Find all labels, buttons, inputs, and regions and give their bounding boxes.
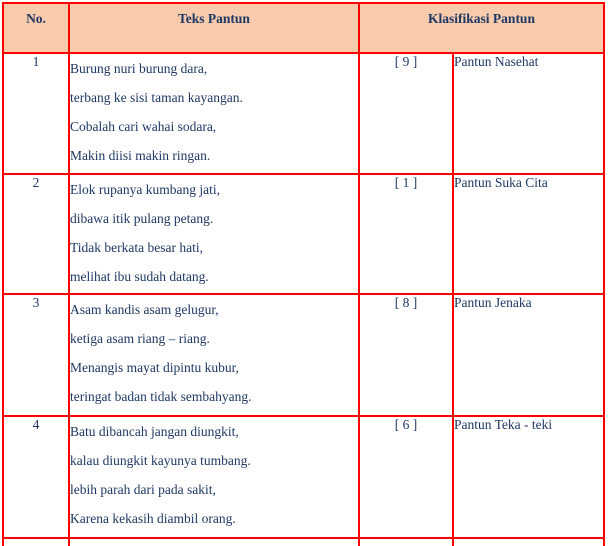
pantun-line: teringat badan tidak sembahyang. <box>70 389 252 404</box>
pantun-line: terbang ke sisi taman kayangan. <box>70 90 243 105</box>
pantun-line: Cobalah cari wahai sodara, <box>70 119 217 134</box>
pantun-line: Tidak berkata besar hati, <box>70 240 203 255</box>
pantun-text-cell: Elok rupanya kumbang jati, dibawa itik p… <box>68 173 360 295</box>
pantun-line: ketiga asam riang – riang. <box>70 331 210 346</box>
pantun-line: Asam kandis asam gelugur, <box>70 302 219 317</box>
classification-cell: Pantun Suka Cita <box>452 173 605 295</box>
row-number-cell <box>2 537 70 546</box>
column-header-no: No. <box>2 2 70 54</box>
pantun-line: Elok rupanya kumbang jati, <box>70 182 220 197</box>
answer-number-cell: [ 9 ] <box>358 52 454 175</box>
pantun-line: Karena kekasih diambil orang. <box>70 511 236 526</box>
row-number-cell: 4 <box>2 415 70 539</box>
pantun-text-cell <box>68 537 360 546</box>
pantun-line: kalau diungkit kayunya tumbang. <box>70 453 251 468</box>
table-row: 1 Burung nuri burung dara, terbang ke si… <box>2 52 605 175</box>
pantun-line: Makin diisi makin ringan. <box>70 148 211 163</box>
pantun-line: Burung nuri burung dara, <box>70 61 208 76</box>
answer-number-cell <box>358 537 454 546</box>
classification-cell <box>452 537 605 546</box>
answer-number-cell: [ 8 ] <box>358 293 454 417</box>
answer-number-cell: [ 1 ] <box>358 173 454 295</box>
classification-cell: Pantun Nasehat <box>452 52 605 175</box>
pantun-line: dibawa itik pulang petang. <box>70 211 214 226</box>
pantun-line: Menangis mayat dipintu kubur, <box>70 360 239 375</box>
classification-cell: Pantun Teka - teki <box>452 415 605 539</box>
table-row: 4 Batu dibancah jangan diungkit, kalau d… <box>2 415 605 539</box>
pantun-line: lebih parah dari pada sakit, <box>70 482 216 497</box>
pantun-line: Batu dibancah jangan diungkit, <box>70 424 239 439</box>
classification-cell: Pantun Jenaka <box>452 293 605 417</box>
column-header-klasifikasi-pantun: Klasifikasi Pantun <box>358 2 605 54</box>
pantun-text-cell: Burung nuri burung dara, terbang ke sisi… <box>68 52 360 175</box>
table-row: 2 Elok rupanya kumbang jati, dibawa itik… <box>2 173 605 295</box>
answer-number-cell: [ 6 ] <box>358 415 454 539</box>
column-header-teks-pantun: Teks Pantun <box>68 2 360 54</box>
row-number-cell: 3 <box>2 293 70 417</box>
table-header-row: No. Teks Pantun Klasifikasi Pantun <box>2 2 605 54</box>
row-number-cell: 1 <box>2 52 70 175</box>
table-row-partial <box>2 537 605 546</box>
pantun-text-cell: Batu dibancah jangan diungkit, kalau diu… <box>68 415 360 539</box>
row-number-cell: 2 <box>2 173 70 295</box>
pantun-text-cell: Asam kandis asam gelugur, ketiga asam ri… <box>68 293 360 417</box>
pantun-line: melihat ibu sudah datang. <box>70 269 209 284</box>
table-row: 3 Asam kandis asam gelugur, ketiga asam … <box>2 293 605 417</box>
